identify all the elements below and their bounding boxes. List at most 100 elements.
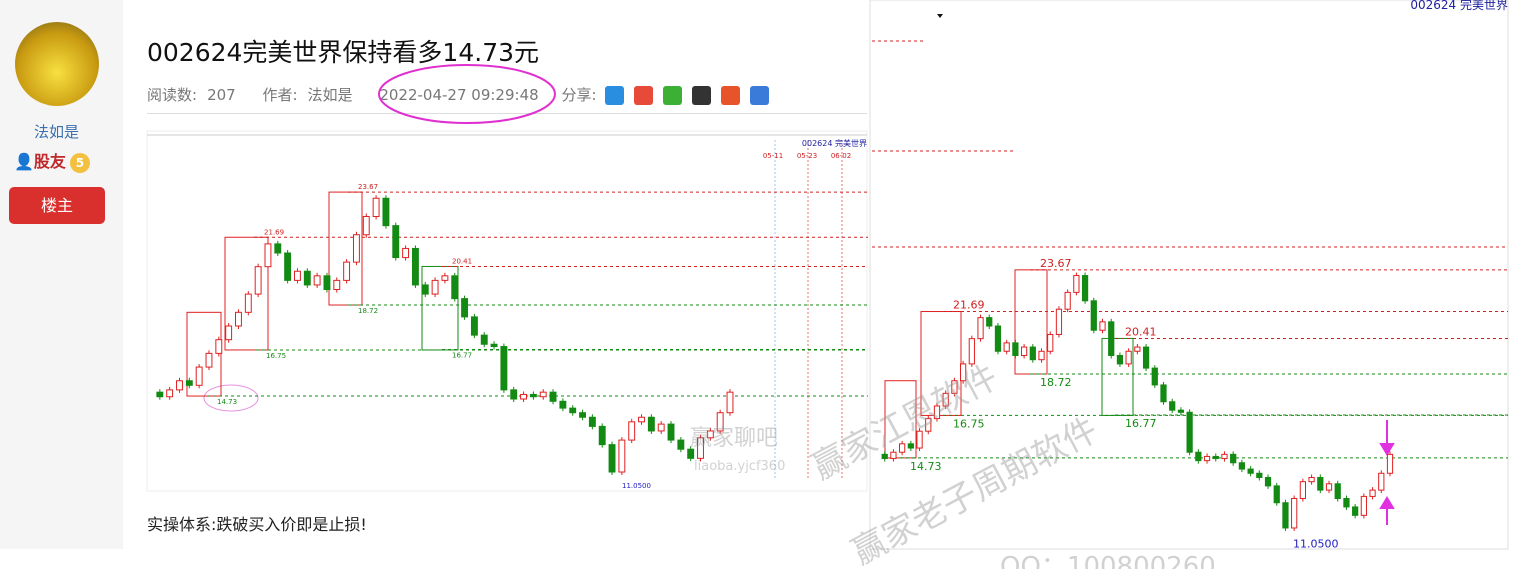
candle — [1308, 476, 1315, 483]
candle — [1352, 506, 1359, 516]
candle — [1134, 346, 1141, 352]
candle — [1177, 409, 1185, 413]
candle — [968, 338, 975, 365]
candle — [274, 243, 282, 254]
reads-label: 阅读数: — [147, 86, 198, 104]
candle — [303, 270, 311, 286]
level-label: 21.69 — [264, 228, 284, 236]
candle — [451, 275, 459, 300]
candle — [461, 298, 469, 318]
candle — [1125, 350, 1132, 365]
date-label: 06-02 — [831, 152, 851, 160]
candle — [608, 444, 616, 473]
candle — [1238, 462, 1246, 470]
candle — [677, 439, 685, 450]
chart-name: 002624 完美世界 — [802, 138, 867, 148]
level-label: 18.72 — [1040, 376, 1072, 389]
candle — [1325, 483, 1333, 491]
candle — [313, 275, 321, 286]
candle — [687, 448, 695, 459]
date-label: 05-11 — [763, 152, 783, 160]
avatar[interactable] — [15, 22, 99, 106]
candle — [352, 234, 360, 263]
candle — [907, 443, 914, 449]
candle — [598, 425, 606, 446]
owner-button[interactable]: 楼主 — [9, 187, 105, 224]
share-icon[interactable] — [605, 86, 625, 105]
share-label: 分享: — [561, 86, 597, 104]
date-label: 05-23 — [797, 152, 817, 160]
candle — [951, 380, 958, 394]
candle — [1055, 308, 1063, 335]
share-icon[interactable] — [663, 86, 683, 105]
candle — [510, 389, 518, 400]
level-label: 21.69 — [953, 299, 985, 312]
candle — [1256, 472, 1263, 478]
candle — [618, 439, 626, 473]
level-label: 16.75 — [266, 352, 286, 360]
candle — [933, 405, 941, 420]
candle — [264, 243, 272, 268]
candle — [1003, 342, 1010, 352]
candle — [244, 293, 252, 313]
post-meta: 阅读数: 207 作者: 法如是 2022-04-27 09:29:48 分享: — [147, 84, 779, 105]
share-icon[interactable] — [634, 86, 654, 105]
candle — [402, 247, 410, 259]
candle — [667, 423, 675, 441]
candle — [225, 325, 233, 341]
post-title: 002624完美世界保持看多14.73元 — [147, 38, 540, 67]
left-chart-frame — [146, 130, 868, 492]
candle — [925, 418, 932, 432]
candle — [1282, 502, 1289, 529]
candle — [215, 339, 223, 354]
candle — [569, 407, 577, 414]
candle — [588, 416, 596, 427]
candle — [195, 366, 203, 386]
post-footer: 实操体系:跌破买入价即是止损! — [147, 515, 367, 534]
candle — [372, 197, 380, 217]
username[interactable]: 法如是 — [33, 123, 79, 141]
level-label: 23.67 — [358, 183, 378, 191]
watermark: QQ：100800260 — [1000, 552, 1216, 569]
candle — [1099, 321, 1106, 331]
arrows — [1379, 420, 1395, 525]
candle — [1273, 485, 1280, 504]
candle — [520, 393, 528, 400]
candle — [156, 391, 164, 398]
watermark: 赢家聊吧 — [690, 426, 778, 451]
candle — [1186, 411, 1193, 453]
sidebar: 法如是 👤股友 5 楼主 — [0, 0, 123, 549]
candle — [1299, 481, 1306, 500]
reads: 207 — [207, 86, 236, 104]
candle — [549, 391, 557, 402]
candle — [1317, 476, 1324, 491]
candle — [176, 380, 183, 391]
candle — [1334, 483, 1341, 500]
candle — [421, 284, 429, 295]
post-time: 2022-04-27 09:29:48 — [379, 86, 539, 104]
candle — [1020, 346, 1028, 356]
candle — [490, 343, 498, 348]
share-icon[interactable] — [750, 86, 770, 105]
candle — [323, 275, 331, 291]
candle — [205, 352, 213, 368]
candle — [1386, 453, 1394, 474]
candle — [960, 363, 967, 382]
level-label: 14.73 — [217, 398, 237, 406]
candle — [942, 392, 949, 407]
candle — [1369, 489, 1376, 497]
candle — [294, 270, 301, 281]
pattern-box — [328, 191, 363, 306]
candle — [579, 412, 586, 418]
candle — [1230, 453, 1237, 464]
right-chart-frame — [869, 0, 1509, 550]
candle — [881, 453, 888, 460]
author-label: 作者: — [262, 86, 298, 104]
candle — [697, 437, 704, 459]
author: 法如是 — [307, 86, 353, 104]
share-icon[interactable] — [721, 86, 741, 105]
watermark: liaoba.yjcf360 — [694, 459, 785, 474]
share-icon[interactable] — [692, 86, 712, 105]
candle — [1169, 401, 1176, 411]
